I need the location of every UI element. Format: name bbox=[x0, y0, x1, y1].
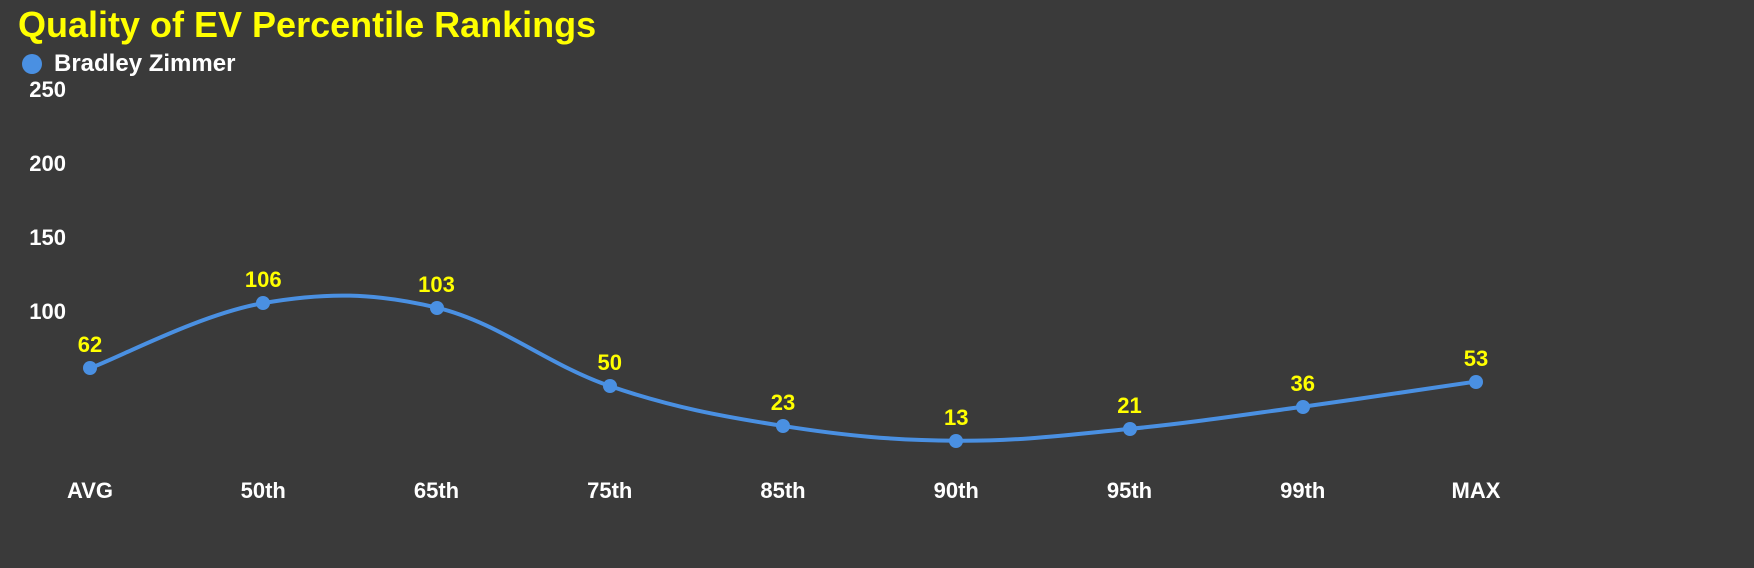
y-axis-tick: 200 bbox=[6, 151, 66, 177]
data-value-label: 23 bbox=[771, 390, 795, 416]
x-axis-tick: 50th bbox=[241, 478, 286, 504]
x-axis-tick: 85th bbox=[760, 478, 805, 504]
x-axis-tick: 99th bbox=[1280, 478, 1325, 504]
y-axis-tick: 150 bbox=[6, 225, 66, 251]
data-point bbox=[776, 419, 790, 433]
plot-area: 100 150 200 250 AVG 50th 65th 75th 85th 90th 95th 9… bbox=[0, 0, 1754, 568]
data-point bbox=[1469, 375, 1483, 389]
x-axis-tick: AVG bbox=[67, 478, 113, 504]
data-point bbox=[83, 361, 97, 375]
data-point bbox=[430, 301, 444, 315]
y-axis-tick: 100 bbox=[6, 299, 66, 325]
x-axis-tick: 95th bbox=[1107, 478, 1152, 504]
data-value-label: 50 bbox=[598, 350, 622, 376]
chart-container: Quality of EV Percentile Rankings Bradle… bbox=[0, 0, 1754, 568]
data-point bbox=[1123, 422, 1137, 436]
data-point bbox=[256, 296, 270, 310]
data-value-label: 36 bbox=[1291, 371, 1315, 397]
x-axis-tick: 65th bbox=[414, 478, 459, 504]
x-axis-tick: MAX bbox=[1452, 478, 1501, 504]
data-value-label: 13 bbox=[944, 405, 968, 431]
data-point bbox=[603, 379, 617, 393]
x-axis-tick: 90th bbox=[934, 478, 979, 504]
data-point bbox=[1296, 400, 1310, 414]
data-value-label: 106 bbox=[245, 267, 282, 293]
data-value-label: 62 bbox=[78, 332, 102, 358]
y-axis-tick: 250 bbox=[6, 77, 66, 103]
data-point bbox=[949, 434, 963, 448]
data-value-label: 53 bbox=[1464, 346, 1488, 372]
data-value-label: 21 bbox=[1117, 393, 1141, 419]
x-axis-tick: 75th bbox=[587, 478, 632, 504]
data-value-label: 103 bbox=[418, 272, 455, 298]
